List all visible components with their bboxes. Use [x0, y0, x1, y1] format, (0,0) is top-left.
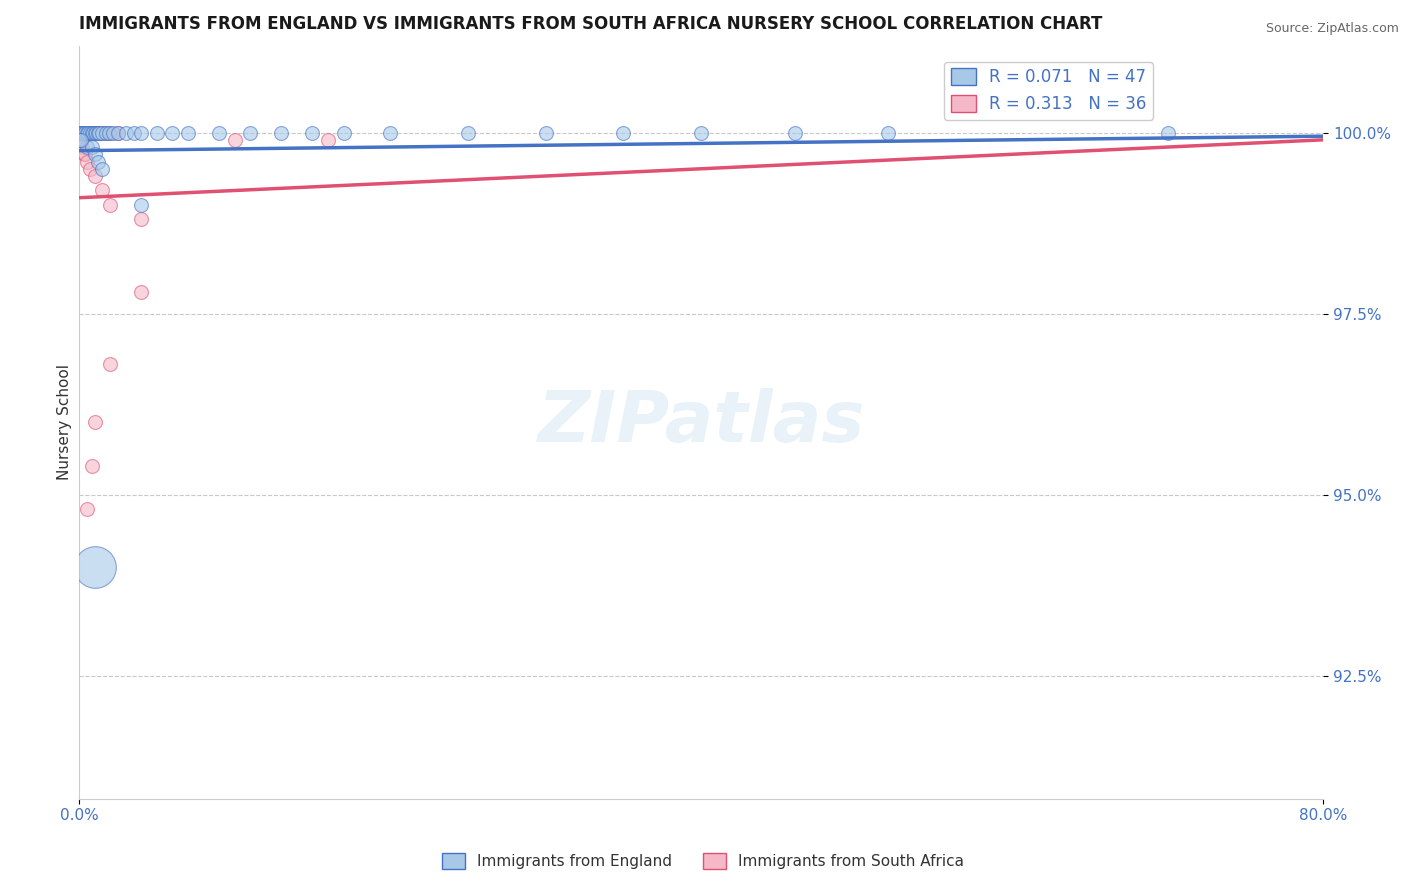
Point — [83, 415, 105, 429]
Point — [84, 126, 107, 140]
Point — [83, 169, 105, 183]
Point — [457, 126, 479, 140]
Point — [76, 126, 98, 140]
Point — [224, 133, 246, 147]
Point — [76, 502, 98, 516]
Point — [79, 126, 101, 140]
Point — [73, 126, 96, 140]
Point — [177, 126, 200, 140]
Point — [76, 154, 98, 169]
Point — [70, 140, 93, 154]
Point — [67, 133, 90, 147]
Point — [97, 126, 120, 140]
Point — [80, 458, 103, 473]
Point — [73, 126, 96, 140]
Point — [67, 126, 90, 140]
Point — [70, 126, 93, 140]
Text: ZIPatlas: ZIPatlas — [537, 388, 865, 457]
Point — [208, 126, 231, 140]
Point — [332, 126, 354, 140]
Point — [91, 161, 114, 176]
Point — [162, 126, 184, 140]
Point — [91, 126, 114, 140]
Point — [87, 126, 110, 140]
Point — [131, 198, 153, 212]
Point — [103, 126, 125, 140]
Point — [94, 126, 117, 140]
Point — [107, 126, 129, 140]
Y-axis label: Nursery School: Nursery School — [58, 364, 72, 480]
Point — [83, 126, 105, 140]
Point — [76, 126, 98, 140]
Point — [98, 357, 121, 371]
Point — [87, 126, 110, 140]
Point — [80, 140, 103, 154]
Point — [83, 560, 105, 574]
Point — [122, 126, 145, 140]
Point — [98, 198, 121, 212]
Point — [67, 133, 90, 147]
Point — [67, 126, 90, 140]
Point — [131, 126, 153, 140]
Point — [73, 147, 96, 161]
Point — [77, 126, 100, 140]
Point — [80, 126, 103, 140]
Point — [114, 126, 136, 140]
Point — [239, 126, 262, 140]
Point — [107, 126, 129, 140]
Point — [69, 133, 91, 147]
Point — [69, 126, 91, 140]
Point — [83, 126, 105, 140]
Point — [378, 126, 401, 140]
Point — [316, 133, 339, 147]
Point — [69, 133, 91, 147]
Point — [131, 212, 153, 227]
Point — [91, 126, 114, 140]
Point — [84, 126, 107, 140]
Point — [69, 126, 91, 140]
Point — [82, 126, 104, 140]
Point — [70, 126, 93, 140]
Point — [131, 285, 153, 299]
Point — [82, 126, 104, 140]
Legend: Immigrants from England, Immigrants from South Africa: Immigrants from England, Immigrants from… — [436, 847, 970, 875]
Point — [79, 161, 101, 176]
Text: IMMIGRANTS FROM ENGLAND VS IMMIGRANTS FROM SOUTH AFRICA NURSERY SCHOOL CORRELATI: IMMIGRANTS FROM ENGLAND VS IMMIGRANTS FR… — [79, 15, 1102, 33]
Point — [1157, 126, 1180, 140]
Point — [146, 126, 169, 140]
Legend: R = 0.071   N = 47, R = 0.313   N = 36: R = 0.071 N = 47, R = 0.313 N = 36 — [945, 62, 1153, 120]
Point — [79, 126, 101, 140]
Point — [91, 184, 114, 198]
Point — [94, 126, 117, 140]
Point — [75, 147, 97, 161]
Point — [270, 126, 292, 140]
Point — [301, 126, 323, 140]
Point — [534, 126, 557, 140]
Point — [89, 126, 111, 140]
Point — [98, 126, 121, 140]
Point — [80, 126, 103, 140]
Point — [690, 126, 713, 140]
Point — [89, 126, 111, 140]
Point — [75, 126, 97, 140]
Point — [76, 140, 98, 154]
Point — [783, 126, 806, 140]
Point — [83, 147, 105, 161]
Point — [77, 126, 100, 140]
Point — [876, 126, 898, 140]
Point — [87, 154, 110, 169]
Point — [612, 126, 634, 140]
Text: Source: ZipAtlas.com: Source: ZipAtlas.com — [1265, 22, 1399, 36]
Point — [75, 126, 97, 140]
